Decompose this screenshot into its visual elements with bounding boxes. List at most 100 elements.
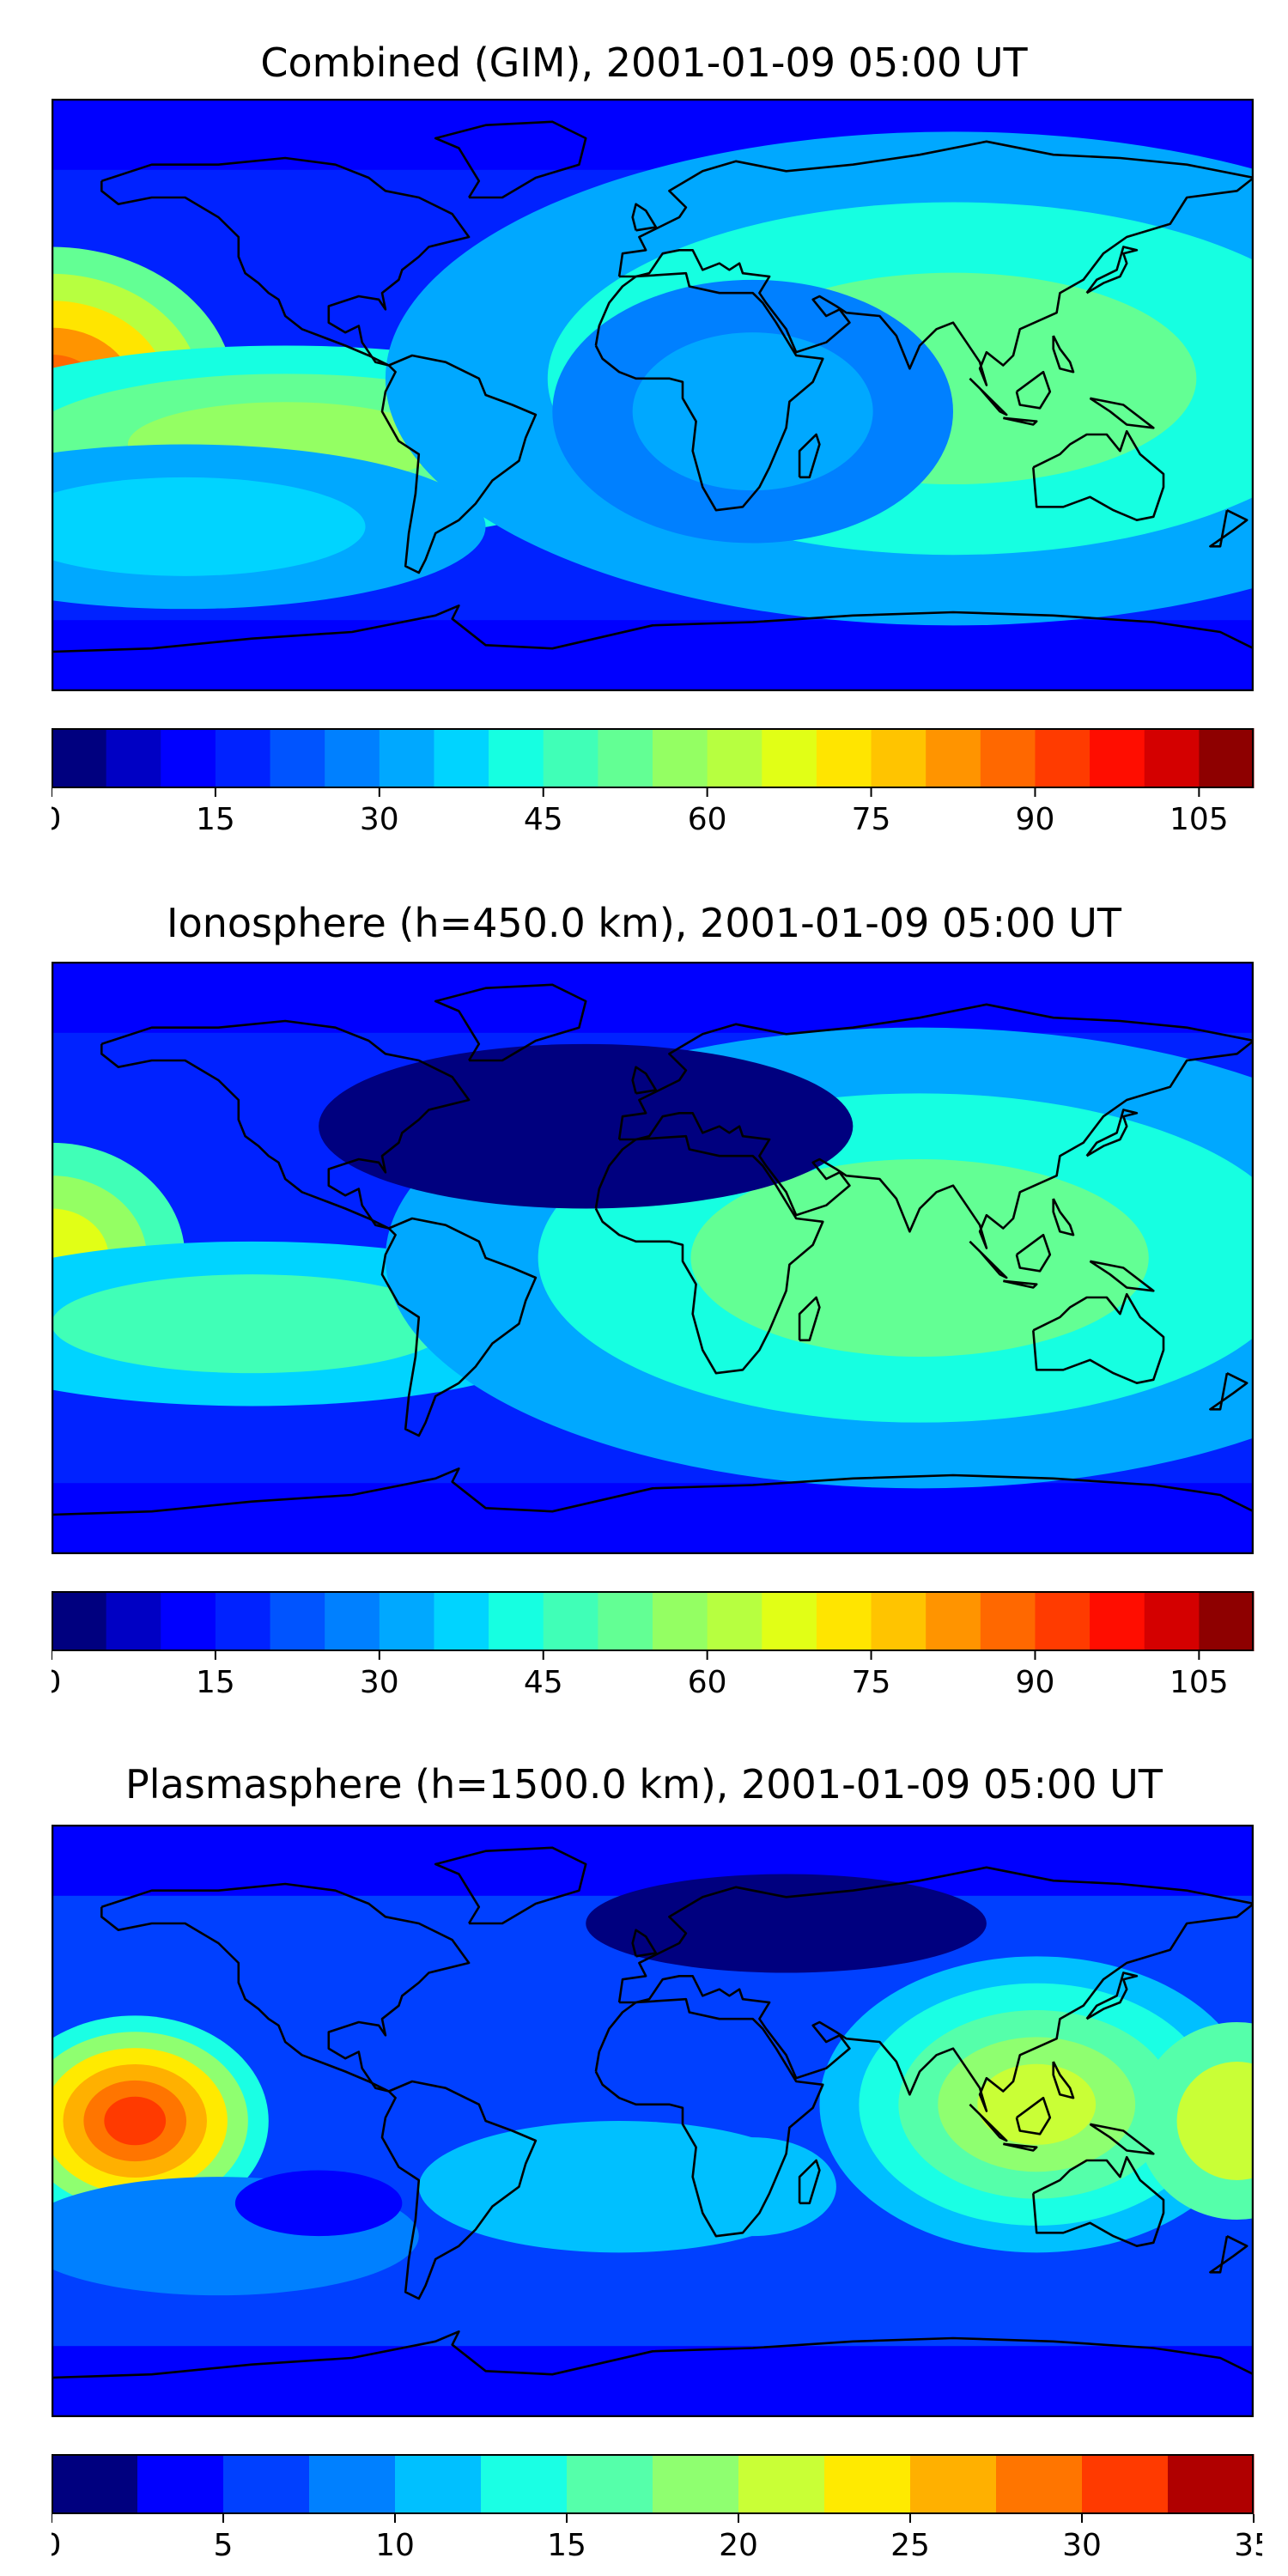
coastline	[798, 2159, 821, 2205]
map-polar-band-south	[52, 620, 1254, 691]
colorbar-segment	[762, 1591, 817, 1651]
coastline	[1089, 2123, 1155, 2155]
colorbar-segment	[481, 2454, 568, 2514]
contour-region	[1176, 2062, 1254, 2180]
colorbar-tick-label: 15	[547, 2528, 586, 2563]
coastline	[631, 1066, 658, 1095]
colorbar-combined: 0 15 30 45 60 75 90 105	[52, 728, 1255, 831]
colorbar-segment	[871, 728, 927, 788]
coastline	[1052, 335, 1075, 374]
coastline	[380, 1217, 538, 1437]
contour-region	[669, 2137, 836, 2237]
colorbar-segment	[1144, 728, 1200, 788]
colorbar-segment	[816, 1591, 872, 1651]
colorbar-segment	[910, 2454, 997, 2514]
coastline	[969, 1240, 1008, 1279]
colorbar-segment	[325, 1591, 380, 1651]
coastline	[434, 1846, 587, 1925]
coastline	[1032, 2155, 1165, 2247]
colorbar-segment	[52, 2454, 138, 2514]
coastline	[1085, 1109, 1139, 1157]
colorbar-segment	[653, 728, 708, 788]
colorbar-tick-label: 5	[214, 2528, 234, 2563]
coastline	[617, 1003, 1254, 1249]
map-polar-band-north	[52, 1825, 1254, 1896]
colorbar-segment	[871, 1591, 927, 1651]
colorbar-segment	[434, 728, 489, 788]
coastline	[1052, 2061, 1075, 2099]
colorbar-segment	[543, 1591, 598, 1651]
colorbar-segment	[1199, 728, 1255, 788]
coastline	[1089, 397, 1155, 429]
colorbar-segment	[161, 728, 216, 788]
coastline	[969, 377, 1008, 416]
colorbar-segment	[52, 1591, 107, 1651]
coastline	[1003, 2142, 1038, 2152]
coastline	[100, 156, 471, 367]
colorbar-segment	[489, 1591, 544, 1651]
map-combined	[52, 99, 1254, 691]
coastline	[798, 1296, 821, 1342]
colorbar-segment	[215, 728, 271, 788]
colorbar-segment	[215, 1591, 271, 1651]
colorbar-segment	[996, 2454, 1083, 2514]
colorbar-segment	[598, 728, 653, 788]
coastline	[1052, 1198, 1075, 1236]
coastline	[1032, 1292, 1165, 1384]
coastline	[1032, 429, 1165, 521]
panel-title-plasmasphere: Plasmasphere (h=1500.0 km), 2001-01-09 0…	[125, 1761, 1163, 1807]
coastline	[969, 2103, 1008, 2142]
colorbar-segment	[270, 1591, 325, 1651]
colorbar-tick-label: 45	[524, 802, 563, 831]
colorbar-tick-label: 60	[688, 1665, 727, 1694]
coastline	[434, 120, 587, 199]
colorbar-tick-label: 0	[52, 802, 61, 831]
contour-region	[586, 1874, 987, 1973]
coastline	[1015, 370, 1052, 410]
colorbar-tick-label: 0	[52, 2528, 61, 2563]
colorbar-segment	[926, 1591, 981, 1651]
colorbar-segment	[106, 728, 161, 788]
colorbar-segment	[379, 1591, 434, 1651]
colorbar-segment	[653, 2454, 739, 2514]
map-ionosphere	[52, 962, 1254, 1554]
coastline	[1089, 1260, 1155, 1292]
coastline	[617, 1866, 1254, 2112]
coastline	[631, 203, 658, 232]
panel-title-ionosphere: Ionosphere (h=450.0 km), 2001-01-09 05:0…	[167, 900, 1121, 946]
colorbar-frame	[52, 1591, 1254, 1651]
contour-region	[690, 1159, 1149, 1357]
colorbar-segment	[816, 728, 872, 788]
colorbar-tick-label: 60	[688, 802, 727, 831]
colorbar-segment	[1090, 728, 1145, 788]
panel-title-combined: Combined (GIM), 2001-01-09 05:00 UT	[260, 39, 1028, 86]
colorbar-tick-label: 15	[196, 802, 235, 831]
colorbar-segment	[738, 2454, 825, 2514]
colorbar-ionosphere: 0 15 30 45 60 75 90 105	[52, 1591, 1255, 1694]
colorbar-tick-label: 15	[196, 1665, 235, 1694]
colorbar-tick-label: 30	[360, 802, 399, 831]
coastline	[52, 605, 1254, 653]
colorbar-segment	[309, 2454, 396, 2514]
contour-region	[632, 332, 873, 491]
coastline	[52, 1467, 1254, 1516]
colorbar-segment	[824, 2454, 911, 2514]
colorbar-segment	[395, 2454, 482, 2514]
colorbar-segment	[434, 1591, 489, 1651]
colorbar-tick-label: 90	[1016, 802, 1055, 831]
coastline	[434, 983, 587, 1062]
coastline	[798, 433, 821, 479]
colorbar-segment	[762, 728, 817, 788]
colorbar-segment	[1035, 1591, 1091, 1651]
map-polar-band-south	[52, 1483, 1254, 1554]
map-polar-band-north	[52, 962, 1254, 1033]
coastline	[594, 271, 824, 512]
coastline	[1015, 2096, 1052, 2136]
map-polar-band-south	[52, 2346, 1254, 2417]
colorbar-segment	[707, 1591, 762, 1651]
colorbar-segment	[270, 728, 325, 788]
colorbar-segment	[1035, 728, 1091, 788]
coastline	[1015, 1233, 1052, 1273]
coastline	[380, 354, 538, 574]
colorbar-tick-label: 25	[890, 2528, 930, 2563]
